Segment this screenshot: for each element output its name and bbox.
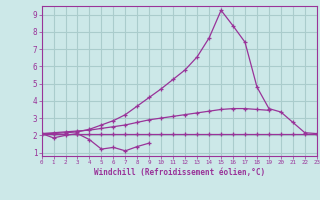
X-axis label: Windchill (Refroidissement éolien,°C): Windchill (Refroidissement éolien,°C) — [94, 168, 265, 177]
